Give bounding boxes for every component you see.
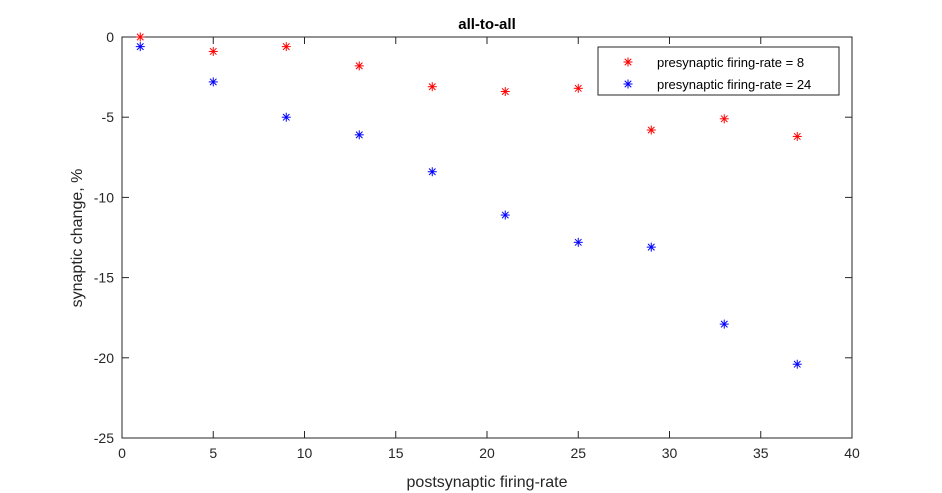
y-tick-label: -20	[94, 350, 114, 366]
data-point	[135, 32, 145, 42]
data-point	[719, 114, 729, 124]
legend-box	[597, 46, 840, 96]
y-axis-label: synaptic change, %	[69, 169, 86, 308]
y-tick-label: -10	[94, 189, 114, 205]
x-tick-label: 20	[479, 445, 495, 461]
y-tick-labels: 0 -5 -10 -15 -20 -25	[94, 29, 114, 446]
data-point	[500, 87, 510, 97]
data-point	[208, 46, 218, 56]
data-point	[719, 319, 729, 329]
x-tick-label: 25	[570, 445, 586, 461]
legend-entry-2-marker	[623, 79, 633, 89]
data-point	[427, 82, 437, 92]
y-tick-label: -15	[94, 270, 114, 286]
data-point	[208, 77, 218, 87]
x-tick-label: 5	[209, 445, 217, 461]
data-point	[792, 131, 802, 141]
data-points	[135, 32, 802, 369]
x-tick-label: 40	[844, 445, 860, 461]
data-point	[281, 112, 291, 122]
data-point	[573, 237, 583, 247]
data-point	[500, 210, 510, 220]
data-point	[281, 42, 291, 52]
x-tick-label: 15	[388, 445, 404, 461]
y-tick-label: -5	[102, 109, 115, 125]
y-tick-label: 0	[106, 29, 114, 45]
legend-entry-2-label: presynaptic firing-rate = 24	[657, 77, 811, 92]
series-1-points	[135, 32, 802, 141]
data-point	[427, 167, 437, 177]
data-point	[792, 359, 802, 369]
legend-entry-1-label: presynaptic firing-rate = 8	[657, 55, 804, 70]
data-point	[354, 61, 364, 71]
data-point	[135, 42, 145, 52]
legend-markers	[623, 57, 633, 89]
legend-entry-1-marker	[623, 57, 633, 67]
axis-ticks	[121, 36, 853, 439]
data-point	[646, 242, 656, 252]
data-point	[573, 83, 583, 93]
legend: presynaptic firing-rate = 8 presynaptic …	[597, 46, 840, 96]
chart-title: all-to-all	[458, 16, 516, 33]
data-point	[354, 130, 364, 140]
data-point	[646, 125, 656, 135]
series-2-points	[135, 42, 802, 369]
x-axis-label: postsynaptic firing-rate	[407, 474, 568, 491]
x-tick-label: 0	[118, 445, 126, 461]
x-tick-labels: 0 5 10 15 20 25 30 35 40	[118, 445, 860, 461]
x-tick-label: 35	[753, 445, 769, 461]
y-tick-label: -25	[94, 430, 114, 446]
x-tick-label: 30	[662, 445, 678, 461]
x-tick-label: 10	[297, 445, 313, 461]
plot-area	[121, 36, 853, 439]
